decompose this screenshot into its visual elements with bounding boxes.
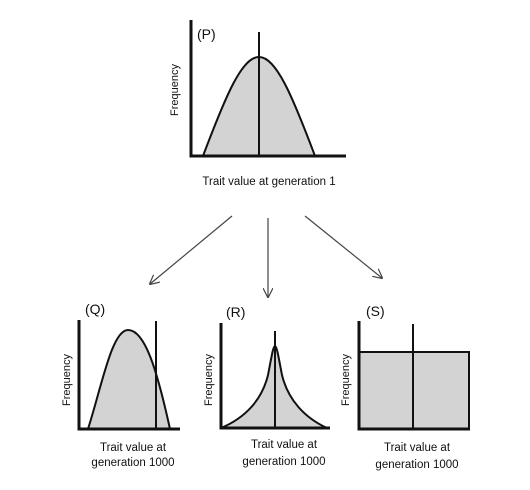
panel-q-x-label-line1: Trait value at: [100, 442, 167, 454]
panel-s-x-label-line2: generation 1000: [375, 459, 458, 471]
panel-p-x-label: Trait value at generation 1: [202, 176, 335, 188]
arrows: [150, 215, 382, 297]
panel-p: (P) Frequency Trait value at generation …: [169, 20, 346, 188]
panel-p-label: (P): [197, 26, 216, 42]
panel-q-distribution-area: [86, 328, 172, 430]
panel-r: (R) Frequency Trait value at generation …: [203, 304, 330, 468]
panel-s: (S) Frequency Trait value at generation …: [340, 303, 470, 471]
panel-q-y-label: Frequency: [61, 354, 73, 406]
panel-s-y-label: Frequency: [340, 354, 352, 406]
panel-q-x-label-line2: generation 1000: [91, 457, 174, 469]
panel-q-label: (Q): [85, 301, 105, 317]
panel-q: (Q) Frequency Trait value at generation …: [61, 301, 180, 469]
panel-r-y-label: Frequency: [203, 354, 215, 406]
panel-r-x-label-line1: Trait value at: [251, 439, 318, 451]
panel-s-x-label-line1: Trait value at: [384, 442, 451, 454]
arrow-to-s: [304, 215, 382, 278]
panel-s-label: (S): [366, 303, 385, 319]
panel-p-y-label: Frequency: [169, 64, 181, 116]
panel-r-label: (R): [226, 304, 245, 320]
panel-r-x-label-line2: generation 1000: [242, 456, 325, 468]
arrow-to-q: [150, 215, 233, 284]
